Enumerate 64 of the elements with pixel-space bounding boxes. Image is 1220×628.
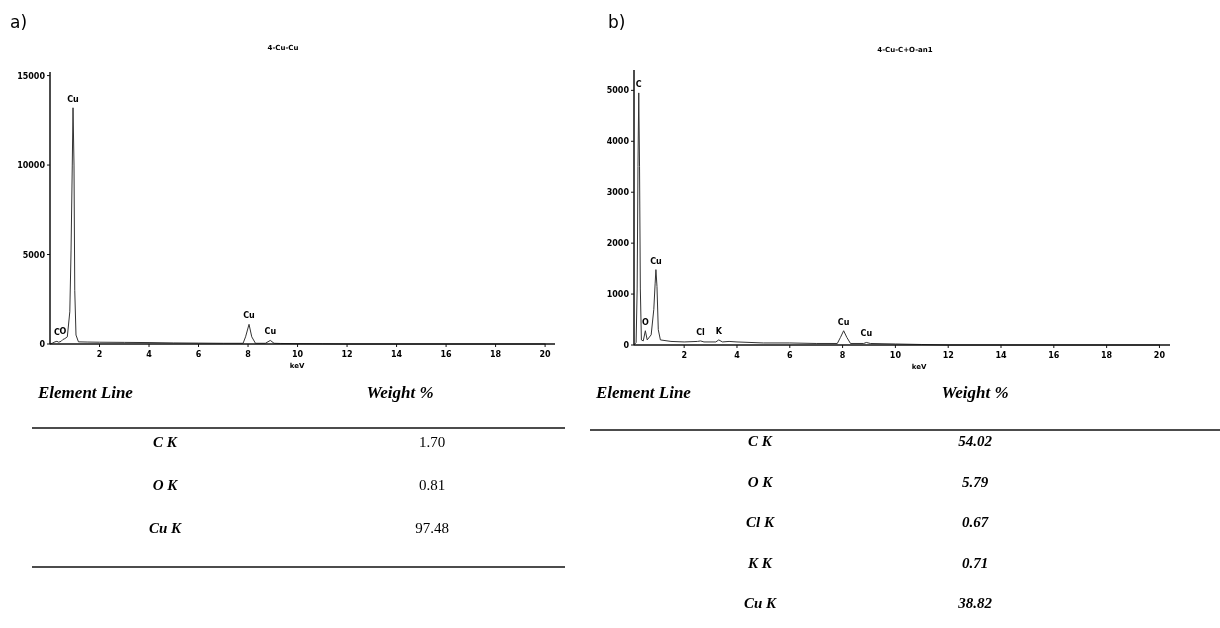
text: 0.67 bbox=[961, 514, 989, 530]
annotation: Cu bbox=[67, 94, 80, 104]
x-tick-label: 2 bbox=[681, 351, 687, 360]
x-tick-label: 12 bbox=[341, 350, 353, 359]
annotation: Cu bbox=[837, 317, 850, 327]
text: 0.81 bbox=[418, 477, 446, 493]
annotation: Cu bbox=[243, 311, 256, 321]
text: Weight % bbox=[366, 383, 434, 402]
y-tick-label: 1000 bbox=[606, 290, 630, 300]
annotation: Cu bbox=[860, 329, 873, 339]
text: Weight % bbox=[941, 383, 1009, 402]
category-label: O K bbox=[152, 477, 179, 493]
x-tick-label: 8 bbox=[245, 350, 252, 359]
text: a) bbox=[10, 12, 28, 32]
y-tick-label: 0 bbox=[39, 340, 46, 349]
x-tick-label: 20 bbox=[1153, 351, 1166, 360]
text: b) bbox=[608, 12, 626, 32]
y-tick-label: 2000 bbox=[606, 239, 630, 249]
category-label: Cl K bbox=[746, 514, 775, 530]
x-tick-label: 16 bbox=[1048, 351, 1060, 360]
annotation: C bbox=[635, 79, 642, 89]
x-tick-label: 14 bbox=[391, 350, 403, 359]
x-tick-label: 18 bbox=[1101, 351, 1113, 360]
x-tick-label: 16 bbox=[440, 350, 453, 359]
text: 5.79 bbox=[961, 473, 989, 490]
category-label: Cu K bbox=[148, 520, 183, 536]
text: Element Line bbox=[595, 383, 692, 402]
annotation: C bbox=[53, 328, 60, 338]
x-tick-label: 2 bbox=[96, 350, 103, 359]
category-label: C K bbox=[153, 434, 178, 450]
category-label: O K bbox=[747, 473, 774, 490]
x-tick-label: 4 bbox=[734, 351, 741, 360]
y-tick-label: 4000 bbox=[606, 137, 630, 147]
category-label: K K bbox=[747, 554, 773, 571]
y-tick-label: 5000 bbox=[606, 86, 630, 96]
x-tick-label: 10 bbox=[889, 351, 902, 360]
annotation: Cl bbox=[696, 327, 706, 337]
y-tick-label: 10000 bbox=[17, 161, 46, 171]
x-tick-label: 12 bbox=[942, 351, 954, 360]
y-tick-label: 15000 bbox=[17, 71, 46, 81]
x-tick-label: 6 bbox=[195, 350, 202, 359]
x-tick-label: 10 bbox=[291, 350, 304, 359]
text: 0.71 bbox=[961, 554, 989, 571]
x-tick-label: 6 bbox=[786, 351, 793, 360]
y-tick-label: 0 bbox=[623, 341, 630, 350]
text: 54.02 bbox=[958, 433, 992, 449]
y-tick-label: 5000 bbox=[22, 250, 46, 260]
annotation: Cu bbox=[264, 327, 277, 337]
annotation: Cu bbox=[650, 256, 662, 266]
x-tick-label: 18 bbox=[490, 350, 502, 359]
x-tick-label: 20 bbox=[539, 350, 552, 359]
text: 38.82 bbox=[958, 595, 992, 611]
y-tick-label: 3000 bbox=[606, 188, 630, 198]
text: Element Line bbox=[37, 383, 134, 402]
text: 97.48 bbox=[415, 520, 449, 536]
x-tick-label: 8 bbox=[839, 351, 846, 360]
annotation: K bbox=[715, 326, 723, 336]
x-tick-label: 4 bbox=[146, 350, 153, 359]
x-tick-label: 14 bbox=[995, 351, 1008, 360]
annotation: O bbox=[59, 326, 67, 336]
category-label: Cu K bbox=[743, 595, 778, 611]
category-label: C K bbox=[748, 433, 773, 449]
text: 1.70 bbox=[418, 434, 446, 450]
annotation: O bbox=[641, 317, 649, 327]
